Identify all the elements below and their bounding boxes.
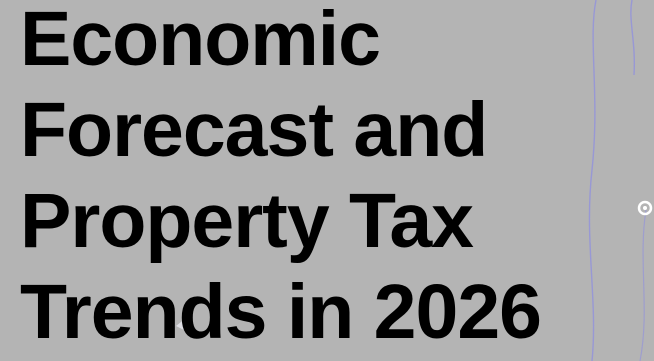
decor-curve-left — [588, 0, 597, 361]
decor-curve-lower — [639, 209, 647, 361]
title-line-3: Property Tax — [20, 178, 474, 264]
title-line-1: Economic — [20, 0, 381, 82]
decor-node-ring — [637, 200, 653, 216]
title-line-4: Trends in 2026 — [20, 269, 542, 355]
decor-arrow-mark — [176, 318, 186, 330]
decor-node-dot — [643, 206, 647, 210]
title-line-2: Forecast and — [20, 87, 488, 173]
page-title: Economic Forecast and Property Tax Trend… — [20, 0, 640, 358]
decor-curve-right — [630, 0, 636, 76]
